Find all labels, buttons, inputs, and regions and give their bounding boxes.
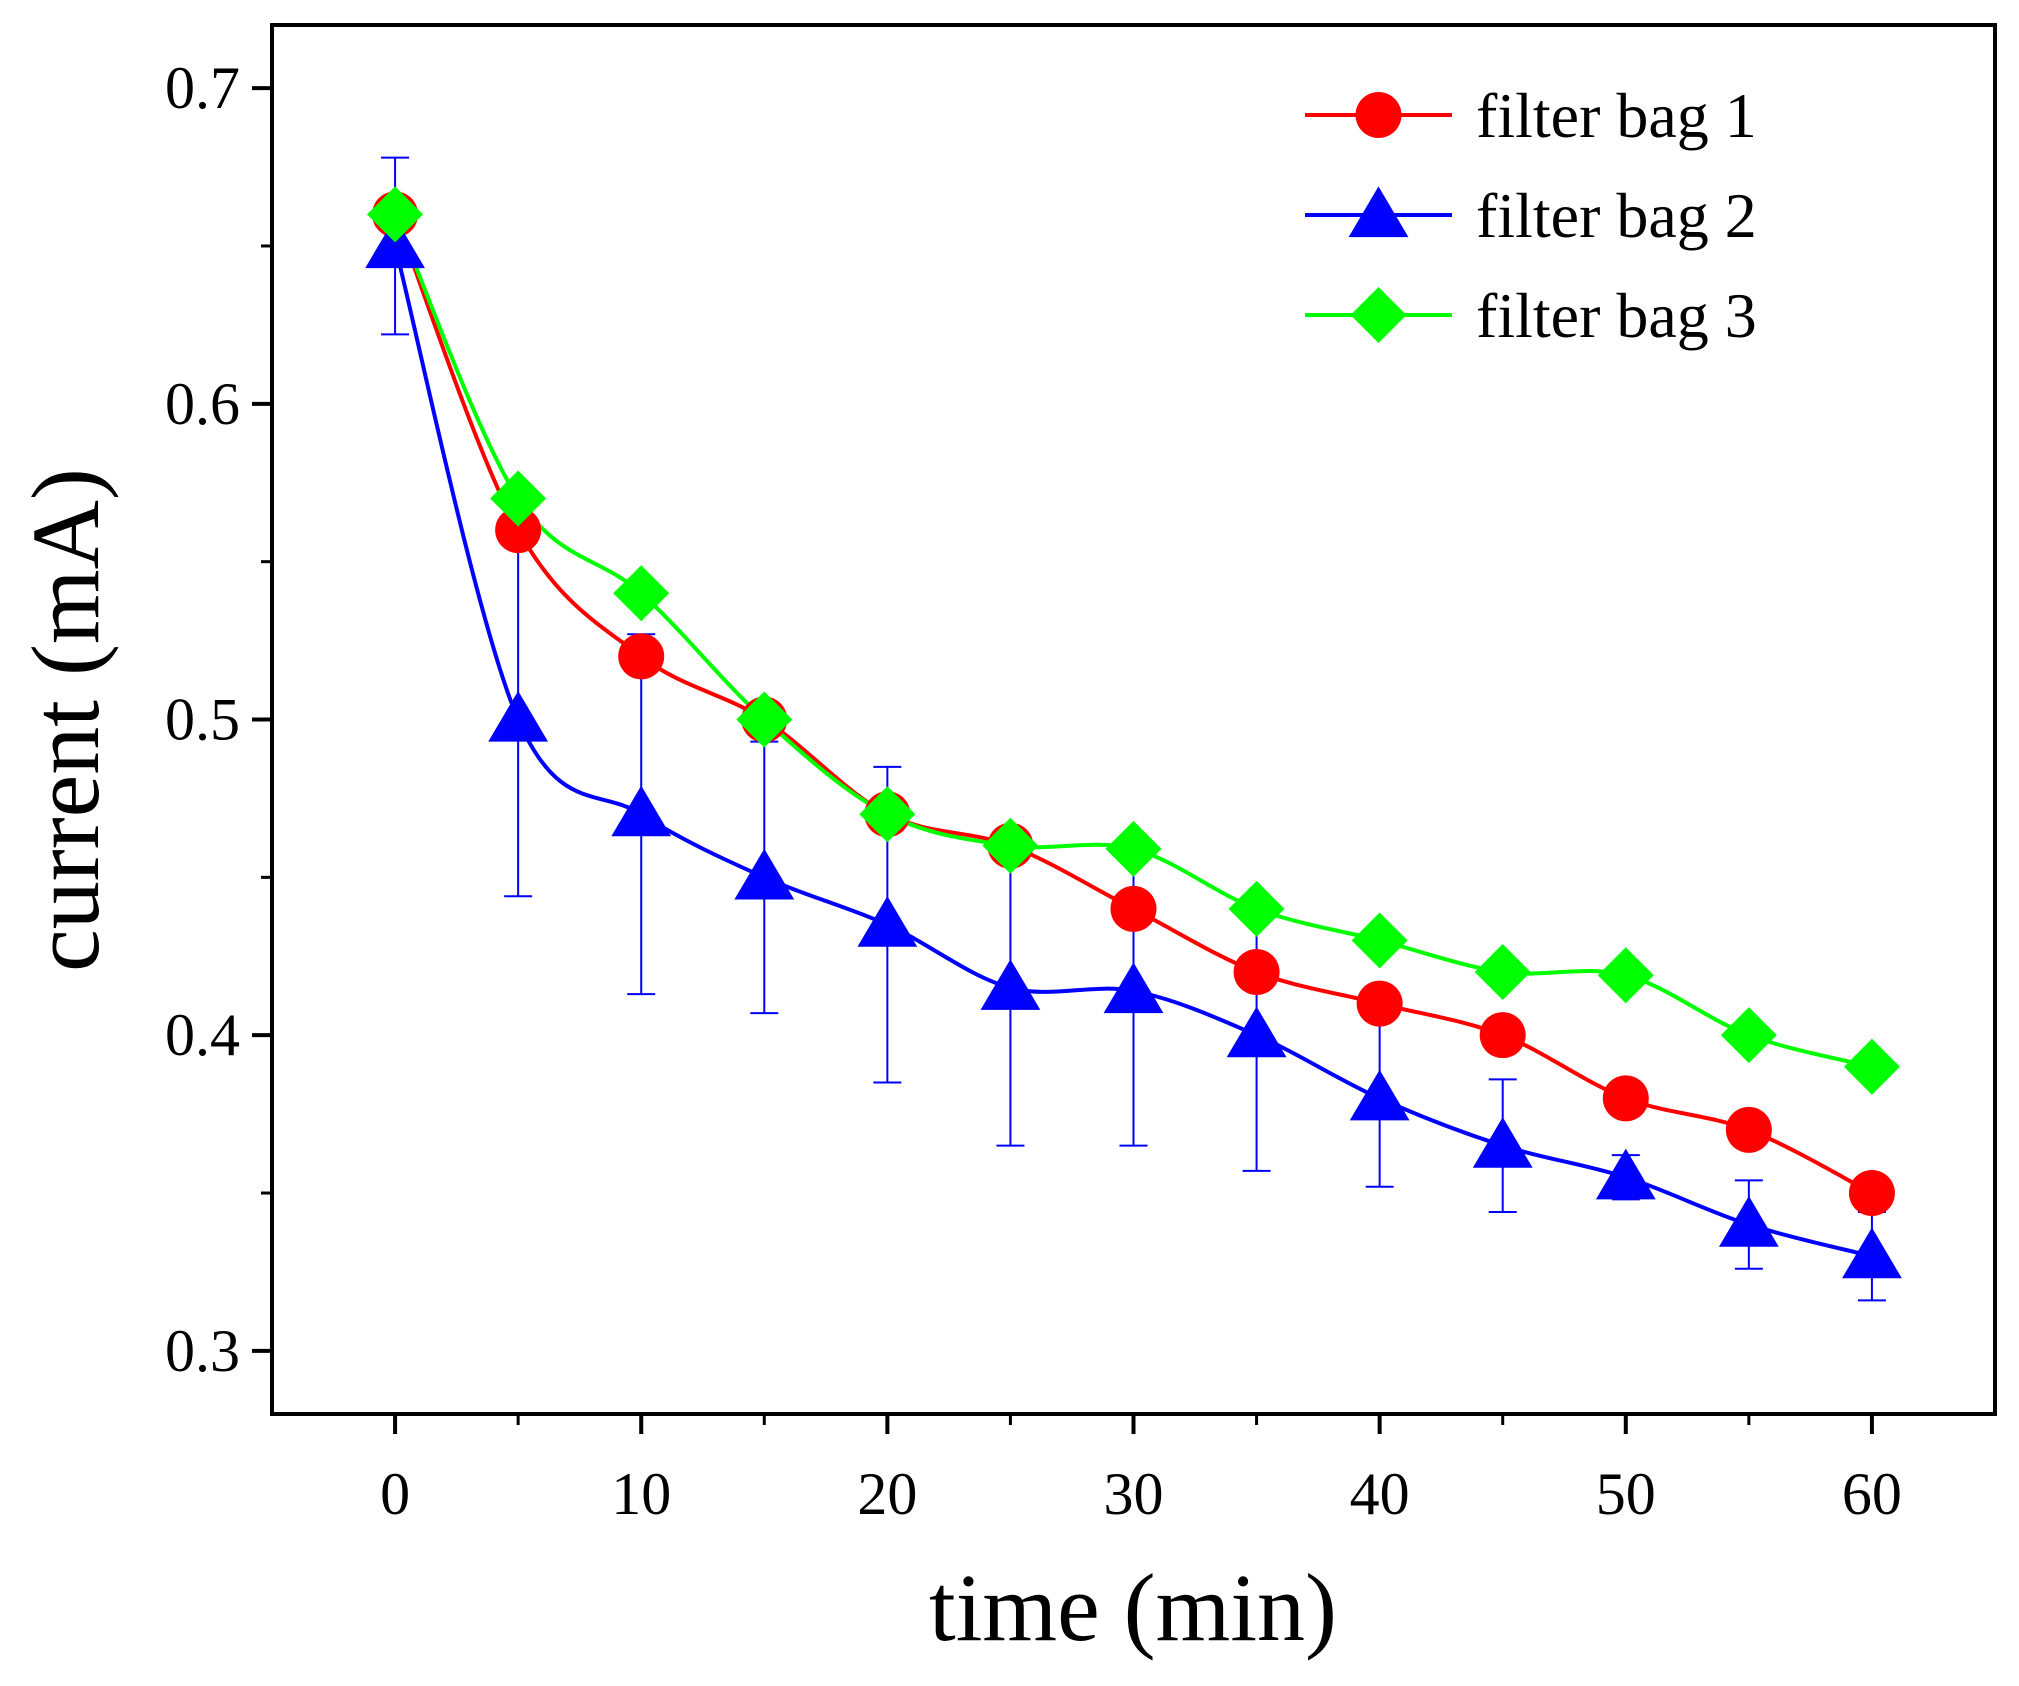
y-axis-title: current (mA) (12, 468, 119, 972)
x-axis-ticks: 0 10 20 30 40 50 60 (380, 1414, 1902, 1527)
series-points-filter-bag-3 (367, 186, 1900, 1095)
x-tick-label: 60 (1842, 1461, 1902, 1527)
x-tick-label: 50 (1596, 1461, 1656, 1527)
legend-item-filter-bag-1: filter bag 1 (1305, 80, 1757, 151)
data-point (1349, 1069, 1410, 1121)
data-point (1725, 1106, 1772, 1153)
data-point (1472, 1117, 1533, 1168)
x-tick-label: 10 (611, 1461, 671, 1527)
x-tick-label: 30 (1104, 1461, 1164, 1527)
data-point (1848, 1170, 1895, 1217)
legend-marker (1348, 186, 1409, 238)
data-point (859, 786, 916, 843)
data-point (365, 217, 425, 269)
data-point (1226, 1006, 1287, 1058)
y-tick-label: 0.7 (165, 55, 240, 121)
data-point (857, 896, 918, 947)
data-point (367, 186, 424, 243)
legend-label: filter bag 2 (1476, 180, 1757, 251)
x-tick-label: 20 (857, 1461, 917, 1527)
y-tick-label: 0.4 (165, 1002, 240, 1068)
y-tick-label: 0.3 (165, 1318, 240, 1384)
data-point (736, 691, 793, 748)
data-point (1110, 885, 1157, 932)
data-point (488, 690, 549, 742)
legend: filter bag 1 filter bag 2 filter bag 3 (1305, 80, 1757, 351)
data-point (1474, 944, 1531, 1001)
legend-marker (1355, 92, 1402, 138)
y-tick-label: 0.6 (165, 371, 240, 437)
legend-label: filter bag 3 (1476, 280, 1757, 351)
x-axis-title: time (min) (929, 1554, 1337, 1661)
data-point (1720, 1007, 1777, 1064)
data-point (980, 959, 1041, 1010)
data-point (1843, 1038, 1900, 1095)
data-point (1103, 962, 1164, 1014)
data-point (495, 507, 542, 554)
legend-item-filter-bag-3: filter bag 3 (1305, 280, 1757, 351)
data-point (734, 848, 795, 900)
data-point (1595, 1148, 1656, 1200)
x-tick-label: 0 (380, 1461, 410, 1527)
data-point (1105, 820, 1162, 877)
data-point (1602, 1075, 1649, 1122)
series-points-filter-bag-2 (365, 217, 1902, 1279)
y-tick-label: 0.5 (165, 687, 240, 753)
legend-item-filter-bag-2: filter bag 2 (1305, 180, 1757, 251)
data-point (1842, 1227, 1902, 1279)
legend-marker (1350, 287, 1407, 343)
series-layer (365, 156, 1902, 1302)
data-point (1597, 947, 1654, 1004)
data-point (1718, 1195, 1779, 1247)
data-point (611, 785, 672, 837)
data-point (1233, 949, 1280, 996)
data-point (1479, 1012, 1526, 1059)
data-point (1351, 912, 1408, 969)
data-point (982, 817, 1039, 874)
data-point (490, 470, 547, 527)
data-point (1228, 880, 1285, 937)
data-point (1356, 980, 1403, 1027)
legend-label: filter bag 1 (1476, 80, 1757, 151)
data-point (618, 633, 665, 680)
data-point (613, 565, 670, 622)
x-tick-label: 40 (1350, 1461, 1410, 1527)
y-axis-ticks: 0.3 0.4 0.5 0.6 0.7 (165, 55, 272, 1384)
